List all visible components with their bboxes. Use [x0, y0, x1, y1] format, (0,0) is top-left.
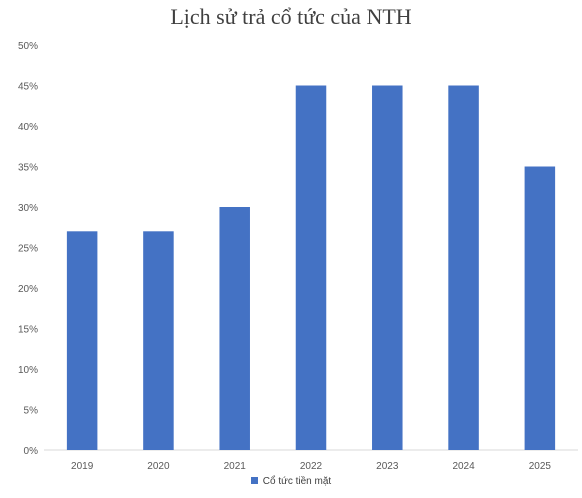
- y-tick-label: 45%: [18, 82, 38, 93]
- chart-title: Lịch sử trả cổ tức của NTH: [170, 4, 412, 29]
- bar-2020: [143, 231, 174, 450]
- y-tick-label: 30%: [18, 203, 38, 214]
- bar-2025: [524, 166, 556, 450]
- y-tick-label: 20%: [18, 284, 38, 295]
- y-tick-label: 0%: [24, 446, 39, 457]
- x-tick-label: 2025: [529, 461, 552, 472]
- legend: Cổ tức tiền mặt: [0, 476, 582, 487]
- x-tick-label: 2022: [300, 461, 323, 472]
- bar-2024: [448, 85, 479, 450]
- bar-2022: [295, 85, 327, 450]
- bar-2019: [66, 231, 98, 450]
- legend-label: Cổ tức tiền mặt: [262, 476, 332, 487]
- y-tick-label: 5%: [24, 406, 39, 417]
- bar-2023: [372, 85, 403, 450]
- x-tick-label: 2023: [376, 461, 399, 472]
- bar-2021: [219, 207, 250, 450]
- y-tick-label: 50%: [18, 41, 38, 52]
- legend-swatch: [250, 477, 258, 484]
- x-tick-label: 2019: [71, 461, 94, 472]
- x-tick-label: 2020: [147, 461, 170, 472]
- y-tick-label: 40%: [18, 122, 38, 133]
- x-tick-label: 2024: [452, 461, 475, 472]
- y-tick-label: 10%: [18, 365, 38, 376]
- x-tick-label: 2021: [224, 461, 247, 472]
- y-tick-label: 35%: [18, 163, 38, 174]
- y-tick-label: 25%: [18, 244, 38, 255]
- y-tick-label: 15%: [18, 325, 38, 336]
